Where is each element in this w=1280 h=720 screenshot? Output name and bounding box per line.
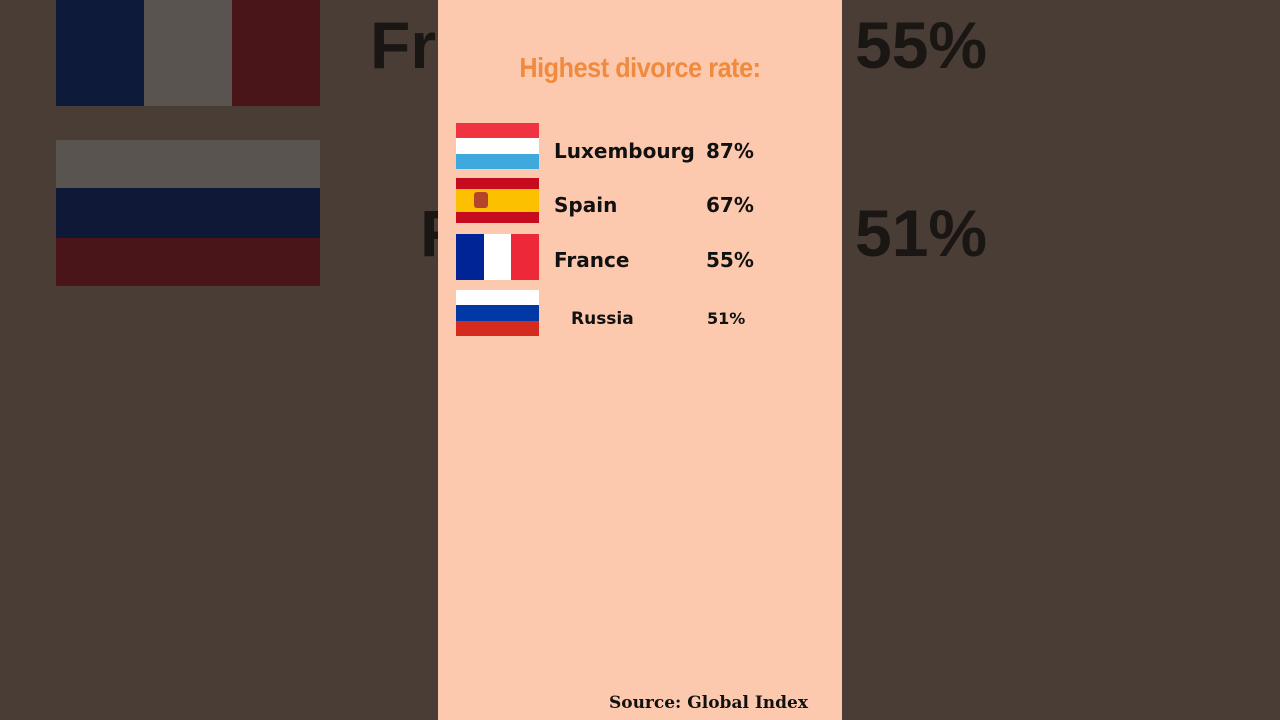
panel: Highest divorce rate: Luxembourg 87% Spa… — [438, 0, 842, 720]
country: Spain — [554, 193, 618, 217]
rate: 51% — [707, 309, 746, 328]
flag-spain — [456, 178, 539, 224]
country: Russia — [571, 309, 634, 329]
bg-flag-france — [56, 0, 320, 106]
country: Luxembourg — [554, 139, 695, 163]
flag-russia — [456, 290, 539, 336]
country: France — [554, 248, 630, 272]
rate: 87% — [706, 139, 754, 163]
title: Highest divorce rate: — [519, 52, 761, 83]
bg-rate: 51% — [855, 196, 988, 270]
bg-rate: 55% — [855, 8, 988, 82]
flag-france — [456, 234, 540, 280]
flag-luxembourg — [456, 123, 539, 169]
rate: 55% — [706, 248, 754, 272]
bg-flag-russia — [56, 140, 320, 286]
rate: 67% — [706, 193, 754, 217]
source: Source: Global Index — [608, 693, 808, 713]
